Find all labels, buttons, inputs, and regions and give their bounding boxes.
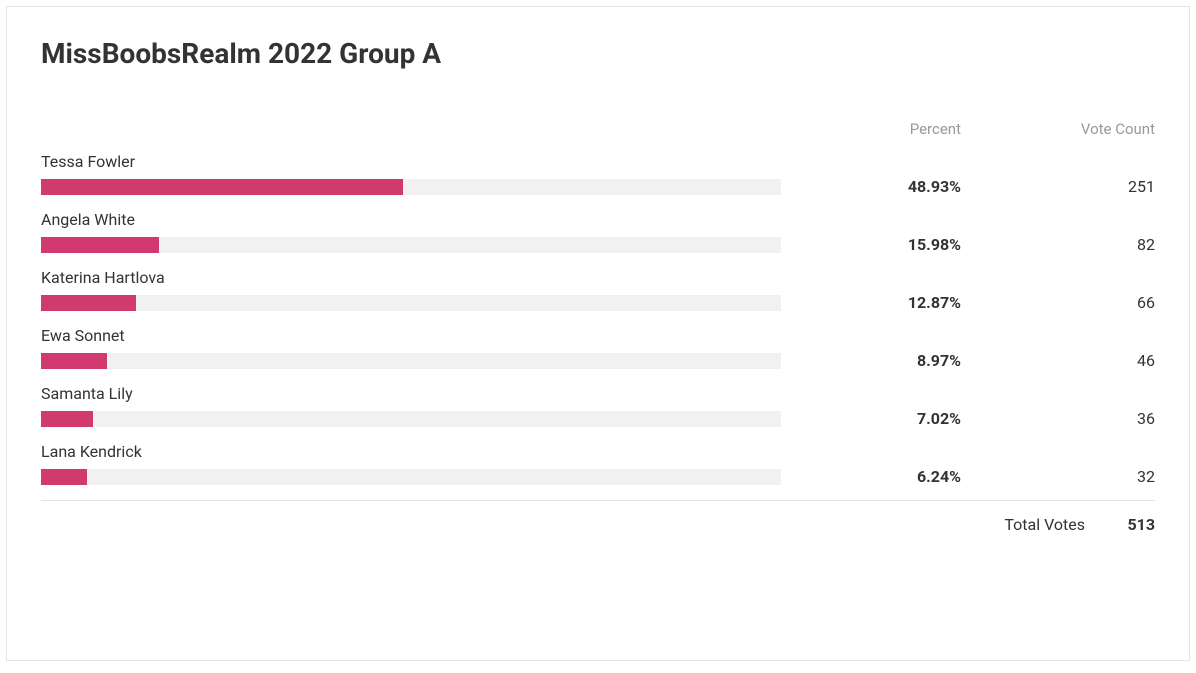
poll-title: MissBoobsRealm 2022 Group A [41, 37, 1155, 70]
vote-count-value: 46 [971, 351, 1155, 370]
poll-row: Lana Kendrick 6.24%32 [41, 442, 1155, 486]
poll-row: Ewa Sonnet 8.97%46 [41, 326, 1155, 370]
poll-row-data: 7.02%36 [41, 409, 1155, 428]
candidate-name: Tessa Fowler [41, 152, 1155, 171]
poll-row-data: 15.98%82 [41, 235, 1155, 254]
poll-row-data: 8.97%46 [41, 351, 1155, 370]
col-header-percent: Percent [781, 120, 971, 138]
percent-value: 7.02% [781, 409, 971, 428]
total-value: 513 [1115, 515, 1155, 534]
total-label: Total Votes [41, 515, 1115, 534]
bar-fill [41, 353, 107, 369]
poll-row-data: 12.87%66 [41, 293, 1155, 312]
bar-track [41, 295, 781, 311]
candidate-name: Angela White [41, 210, 1155, 229]
bar-track [41, 237, 781, 253]
candidate-name: Samanta Lily [41, 384, 1155, 403]
bar-track [41, 411, 781, 427]
bar-fill [41, 179, 403, 195]
poll-row: Angela White 15.98%82 [41, 210, 1155, 254]
percent-value: 15.98% [781, 235, 971, 254]
vote-count-value: 36 [971, 409, 1155, 428]
candidate-name: Katerina Hartlova [41, 268, 1155, 287]
candidate-name: Lana Kendrick [41, 442, 1155, 461]
poll-row-data: 6.24%32 [41, 467, 1155, 486]
bar-fill [41, 411, 93, 427]
divider [41, 500, 1155, 501]
bar-track [41, 469, 781, 485]
bar-fill [41, 237, 159, 253]
percent-value: 8.97% [781, 351, 971, 370]
vote-count-value: 251 [971, 177, 1155, 196]
poll-row: Tessa Fowler 48.93%251 [41, 152, 1155, 196]
column-headers: Percent Vote Count [41, 120, 1155, 138]
vote-count-value: 32 [971, 467, 1155, 486]
poll-row: Katerina Hartlova 12.87%66 [41, 268, 1155, 312]
vote-count-value: 82 [971, 235, 1155, 254]
bar-track [41, 353, 781, 369]
poll-row-data: 48.93%251 [41, 177, 1155, 196]
percent-value: 12.87% [781, 293, 971, 312]
candidate-name: Ewa Sonnet [41, 326, 1155, 345]
bar-track [41, 179, 781, 195]
col-header-count: Vote Count [971, 120, 1155, 138]
poll-card: MissBoobsRealm 2022 Group A Percent Vote… [6, 6, 1190, 661]
bar-fill [41, 469, 87, 485]
total-row: Total Votes 513 [41, 515, 1155, 534]
poll-rows: Tessa Fowler48.93%251Angela White15.98%8… [41, 152, 1155, 486]
bar-fill [41, 295, 136, 311]
vote-count-value: 66 [971, 293, 1155, 312]
poll-row: Samanta Lily 7.02%36 [41, 384, 1155, 428]
percent-value: 6.24% [781, 467, 971, 486]
percent-value: 48.93% [781, 177, 971, 196]
